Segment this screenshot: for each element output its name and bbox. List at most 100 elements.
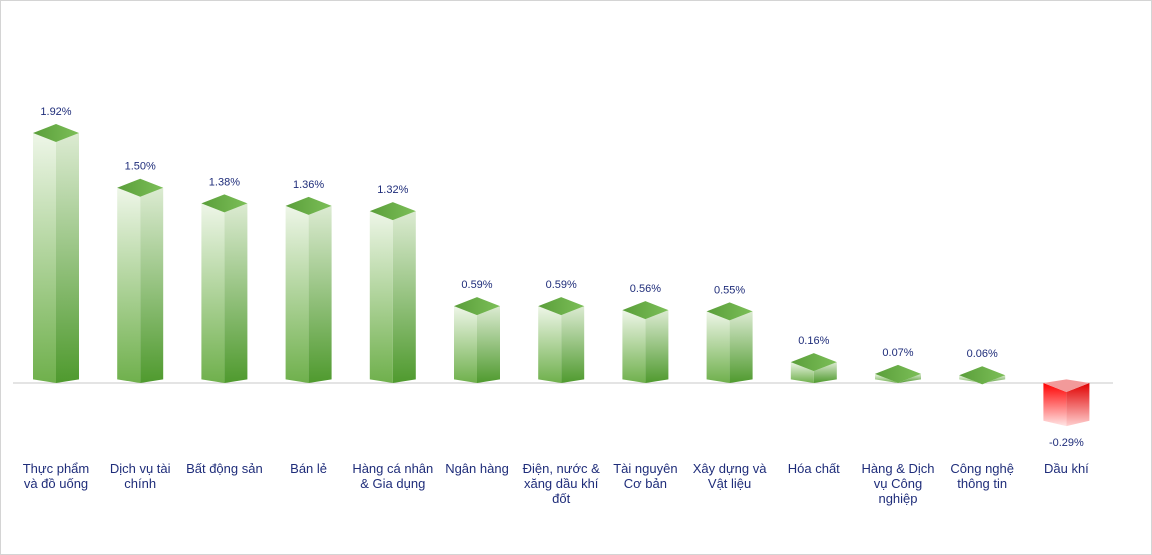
category-label: Bất động sản: [186, 461, 263, 476]
bar-group: 0.56% Tài nguyên Cơ bản: [613, 283, 677, 491]
bar-top: [454, 297, 500, 316]
bar-group: -0.29% Dầu khí: [1043, 379, 1090, 476]
bar-group: 1.92% Thực phẩm và đồ uống: [23, 106, 90, 491]
bar-top: [622, 301, 669, 320]
category-label: Điện, nước & xăng dầu khí đốt: [523, 461, 601, 506]
category-label-line: Hàng cá nhân: [352, 461, 433, 476]
category-label: Dầu khí: [1044, 461, 1089, 476]
category-label: Thực phẩm và đồ uống: [23, 461, 90, 491]
bar-face-right: [392, 211, 416, 383]
bar-face-right: [56, 133, 79, 383]
bar-top: [875, 364, 921, 383]
category-label: Công nghệ thông tin: [950, 461, 1014, 491]
category-label: Hàng & Dịch vụ Công nghiệp: [862, 461, 935, 506]
category-label-line: Hóa chất: [788, 461, 840, 476]
category-label-line: đốt: [552, 491, 570, 506]
category-label-line: và đồ uống: [24, 476, 88, 491]
category-label-line: & Gia dụng: [360, 476, 425, 491]
bar-face-left: [875, 373, 898, 383]
data-label: 0.06%: [967, 348, 998, 360]
category-label-line: vụ Công: [874, 476, 922, 491]
bar-face-right: [813, 362, 837, 383]
bar-group: 0.07% Hàng & Dịch vụ Công nghiệp: [862, 347, 935, 506]
bar-face-right: [1066, 383, 1090, 427]
bar-face-left: [706, 311, 730, 383]
category-label: Hóa chất: [788, 461, 840, 476]
bar-face-right: [729, 311, 753, 383]
category-label-line: Bán lẻ: [290, 461, 327, 476]
data-label: 1.32%: [377, 184, 408, 196]
category-label: Hàng cá nhân & Gia dụng: [352, 461, 433, 491]
bar-group: 1.50% Dịch vụ tài chính: [110, 161, 171, 491]
bar-face-left: [622, 310, 646, 383]
data-label: 0.59%: [461, 279, 492, 291]
bar-top: [959, 366, 1006, 385]
bar-face-right: [140, 187, 164, 383]
category-label-line: Ngân hàng: [445, 461, 509, 476]
bar-group: 0.59% Điện, nước & xăng dầu khí đốt: [523, 279, 601, 506]
bar-face-right: [477, 306, 500, 383]
bar-top: [369, 202, 416, 221]
category-label-line: Công nghệ: [950, 461, 1014, 476]
bar-face-left: [1043, 383, 1067, 427]
category-label-line: Tài nguyên: [613, 461, 677, 476]
bar-top: [706, 302, 753, 321]
bar-face-left: [790, 362, 814, 383]
bar-group: 0.06% Công nghệ thông tin: [950, 348, 1014, 491]
category-label-line: Dầu khí: [1044, 461, 1089, 476]
bar-face-right: [898, 373, 921, 383]
category-label-line: nghiệp: [878, 491, 917, 506]
data-label: 0.16%: [798, 335, 829, 347]
category-label: Ngân hàng: [445, 461, 509, 476]
bar-face-right: [561, 306, 585, 383]
bar-top: [1043, 379, 1090, 392]
data-label: -0.29%: [1049, 437, 1084, 449]
category-label-line: Điện, nước &: [523, 461, 601, 476]
category-label: Dịch vụ tài chính: [110, 461, 171, 491]
bar-face-right: [224, 203, 248, 383]
data-label: 1.50%: [125, 161, 156, 173]
bar-face-left: [33, 133, 56, 383]
bar-group: 1.32% Hàng cá nhân & Gia dụng: [352, 184, 433, 491]
bar-group: 0.55% Xây dựng và Vật liệu: [693, 284, 768, 491]
bar-face-left: [117, 187, 141, 383]
data-label: 0.59%: [546, 279, 577, 291]
category-label: Xây dựng và Vật liệu: [693, 461, 768, 491]
bar-face-left: [454, 306, 477, 383]
bar-group: 1.38% Bất động sản: [186, 176, 263, 476]
bar-face-left: [369, 211, 393, 383]
bar-top: [117, 178, 164, 197]
category-label-line: thông tin: [957, 476, 1007, 491]
data-label: 0.55%: [714, 284, 745, 296]
category-label-line: Bất động sản: [186, 461, 263, 476]
bar-face-right: [308, 205, 332, 383]
category-label: Tài nguyên Cơ bản: [613, 461, 677, 491]
bar-top: [790, 353, 837, 372]
data-label: 1.36%: [293, 179, 324, 191]
bar-top: [201, 194, 248, 213]
bar-top: [285, 196, 332, 215]
category-label: Bán lẻ: [290, 461, 327, 476]
data-label: 1.92%: [40, 106, 71, 118]
category-label-line: Thực phẩm: [23, 461, 90, 476]
bar-face-left: [538, 306, 562, 383]
bar-face-right: [645, 310, 669, 383]
category-label-line: Xây dựng và: [693, 461, 768, 476]
category-label-line: chính: [124, 476, 156, 491]
category-label-line: Dịch vụ tài: [110, 461, 171, 476]
bar-group: 0.16% Hóa chất: [788, 335, 840, 476]
category-label-line: xăng dầu khí: [524, 476, 599, 491]
category-label-line: Vật liệu: [708, 476, 751, 491]
data-label: 0.07%: [882, 347, 913, 359]
bar-group: 0.59% Ngân hàng: [445, 279, 509, 476]
category-label-line: Hàng & Dịch: [862, 461, 935, 476]
data-label: 0.56%: [630, 283, 661, 295]
bar-group: 1.36% Bán lẻ: [285, 179, 332, 476]
bar-top: [33, 124, 79, 143]
data-label: 1.38%: [209, 176, 240, 188]
category-label-line: Cơ bản: [624, 476, 667, 491]
bar-face-left: [285, 205, 309, 383]
bar-face-left: [201, 203, 225, 383]
